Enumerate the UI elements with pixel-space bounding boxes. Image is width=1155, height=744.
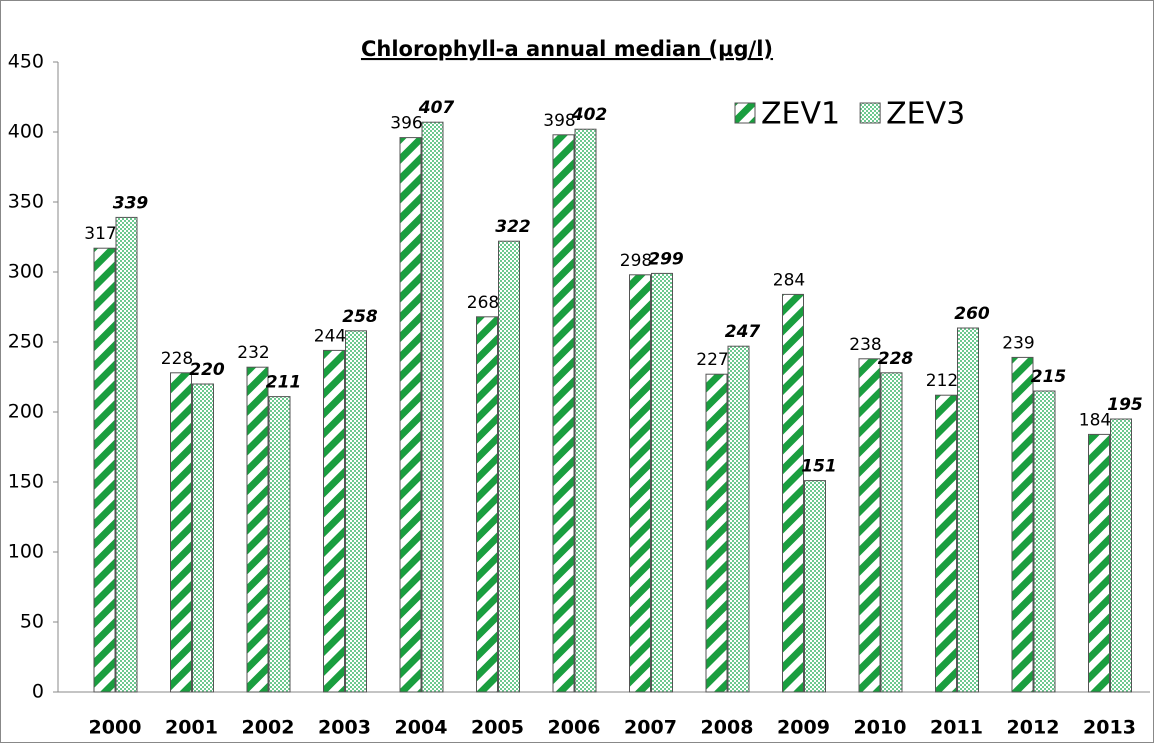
legend-label: ZEV1 bbox=[761, 97, 840, 132]
value-label: 322 bbox=[495, 217, 531, 237]
x-tick-label: 2011 bbox=[930, 717, 983, 739]
bar bbox=[268, 396, 291, 693]
x-tick-label: 2013 bbox=[1083, 717, 1136, 739]
value-label: 220 bbox=[189, 360, 225, 380]
y-tick-label: 100 bbox=[8, 541, 44, 563]
value-label: 402 bbox=[571, 105, 608, 125]
bar bbox=[399, 137, 422, 693]
y-tick-label: 300 bbox=[8, 261, 44, 283]
bar bbox=[421, 121, 444, 693]
value-label: 299 bbox=[648, 249, 684, 269]
bar bbox=[170, 372, 192, 693]
bar bbox=[323, 349, 345, 693]
value-label: 184 bbox=[1079, 410, 1111, 430]
value-label: 268 bbox=[467, 293, 499, 313]
y-tick-label: 350 bbox=[8, 191, 44, 213]
value-label: 195 bbox=[1107, 395, 1143, 415]
value-label: 232 bbox=[237, 343, 269, 363]
legend-swatch bbox=[734, 102, 756, 124]
y-tick-label: 150 bbox=[8, 471, 44, 493]
value-label: 228 bbox=[878, 349, 914, 369]
bar bbox=[1033, 390, 1056, 693]
bar bbox=[705, 373, 728, 693]
value-label: 151 bbox=[801, 457, 837, 477]
value-label: 247 bbox=[725, 322, 761, 342]
value-label: 228 bbox=[161, 349, 193, 369]
bar bbox=[727, 345, 750, 693]
y-tick-label: 50 bbox=[20, 611, 44, 633]
bar bbox=[957, 327, 979, 693]
bar bbox=[476, 316, 498, 693]
x-tick-label: 2007 bbox=[624, 717, 677, 739]
x-tick-label: 2010 bbox=[854, 717, 907, 739]
bar bbox=[498, 240, 520, 693]
bar bbox=[804, 480, 826, 693]
x-tick-label: 2008 bbox=[701, 717, 754, 739]
value-label: 317 bbox=[84, 224, 116, 244]
bar bbox=[115, 216, 138, 693]
bar bbox=[552, 134, 575, 693]
value-label: 258 bbox=[342, 307, 378, 327]
bar bbox=[192, 383, 214, 693]
value-label: 227 bbox=[696, 350, 728, 370]
x-tick-label: 2000 bbox=[89, 717, 142, 739]
legend-swatch bbox=[859, 102, 881, 124]
value-label: 339 bbox=[113, 193, 149, 213]
x-tick-label: 2009 bbox=[777, 717, 830, 739]
value-label: 239 bbox=[1002, 333, 1034, 353]
value-label: 298 bbox=[620, 251, 652, 271]
bar bbox=[880, 372, 903, 693]
bar bbox=[935, 394, 957, 693]
bar bbox=[858, 358, 881, 693]
bar bbox=[345, 330, 367, 693]
x-tick-label: 2012 bbox=[1007, 717, 1060, 739]
bar bbox=[651, 272, 673, 693]
x-tick-label: 2002 bbox=[242, 717, 295, 739]
value-label: 407 bbox=[418, 98, 455, 118]
legend-label: ZEV3 bbox=[886, 97, 965, 132]
bar bbox=[782, 293, 804, 693]
value-label: 244 bbox=[314, 326, 346, 346]
bar bbox=[246, 366, 269, 693]
x-tick-label: 2004 bbox=[395, 717, 448, 739]
bar bbox=[1088, 433, 1110, 693]
value-label: 238 bbox=[849, 335, 881, 355]
x-tick-label: 2006 bbox=[548, 717, 601, 739]
bar bbox=[93, 247, 116, 693]
value-label: 284 bbox=[773, 270, 805, 290]
x-tick-label: 2005 bbox=[471, 717, 524, 739]
value-label: 396 bbox=[390, 114, 422, 134]
value-label: 211 bbox=[266, 373, 302, 393]
value-label: 215 bbox=[1031, 367, 1067, 387]
y-tick-label: 0 bbox=[32, 681, 44, 703]
y-tick-label: 450 bbox=[8, 51, 44, 73]
value-label: 260 bbox=[954, 304, 990, 324]
y-tick-label: 200 bbox=[8, 401, 44, 423]
chart-title: Chlorophyll-a annual median (µg/l) bbox=[361, 37, 773, 61]
x-tick-label: 2003 bbox=[318, 717, 371, 739]
x-tick-label: 2001 bbox=[165, 717, 218, 739]
bar bbox=[1110, 418, 1132, 693]
y-tick-label: 250 bbox=[8, 331, 44, 353]
value-label: 398 bbox=[543, 111, 575, 131]
bar bbox=[1011, 356, 1034, 693]
bar bbox=[574, 128, 597, 693]
value-label: 212 bbox=[926, 371, 958, 391]
bar bbox=[629, 274, 651, 693]
y-tick-label: 400 bbox=[8, 121, 44, 143]
